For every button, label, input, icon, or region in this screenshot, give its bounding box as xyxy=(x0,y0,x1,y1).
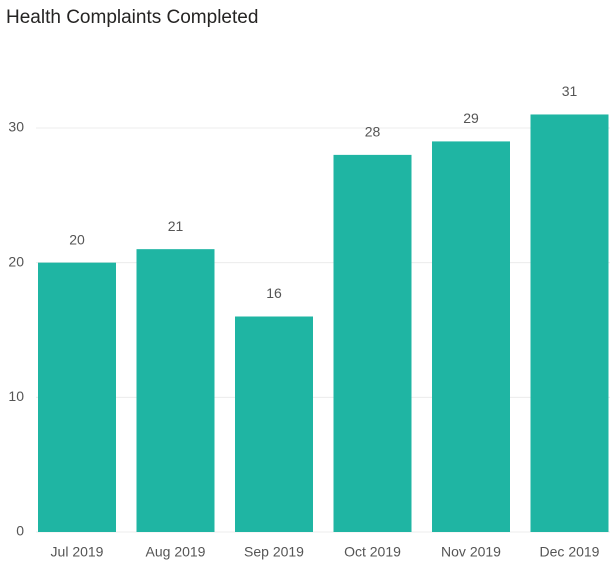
bar xyxy=(333,154,412,532)
bar xyxy=(530,114,609,532)
y-tick-label: 0 xyxy=(16,523,24,539)
bar xyxy=(235,316,313,532)
x-tick-label: Oct 2019 xyxy=(344,544,401,560)
y-tick-label: 20 xyxy=(8,253,24,269)
data-label: 31 xyxy=(562,83,578,99)
bar xyxy=(136,249,215,532)
x-tick-label: Jul 2019 xyxy=(51,544,104,560)
chart-title: Health Complaints Completed xyxy=(6,7,258,28)
x-tick-label: Aug 2019 xyxy=(146,544,206,560)
bar xyxy=(38,262,116,532)
data-label: 29 xyxy=(463,110,479,126)
bar xyxy=(432,141,510,532)
y-tick-label: 30 xyxy=(8,119,24,135)
data-label: 28 xyxy=(365,124,381,140)
data-label: 21 xyxy=(168,218,184,234)
x-tick-label: Dec 2019 xyxy=(540,544,600,560)
data-label: 16 xyxy=(266,285,282,301)
x-tick-label: Nov 2019 xyxy=(441,544,501,560)
x-tick-label: Sep 2019 xyxy=(244,544,304,560)
data-label: 20 xyxy=(69,231,85,247)
y-tick-label: 10 xyxy=(8,388,24,404)
